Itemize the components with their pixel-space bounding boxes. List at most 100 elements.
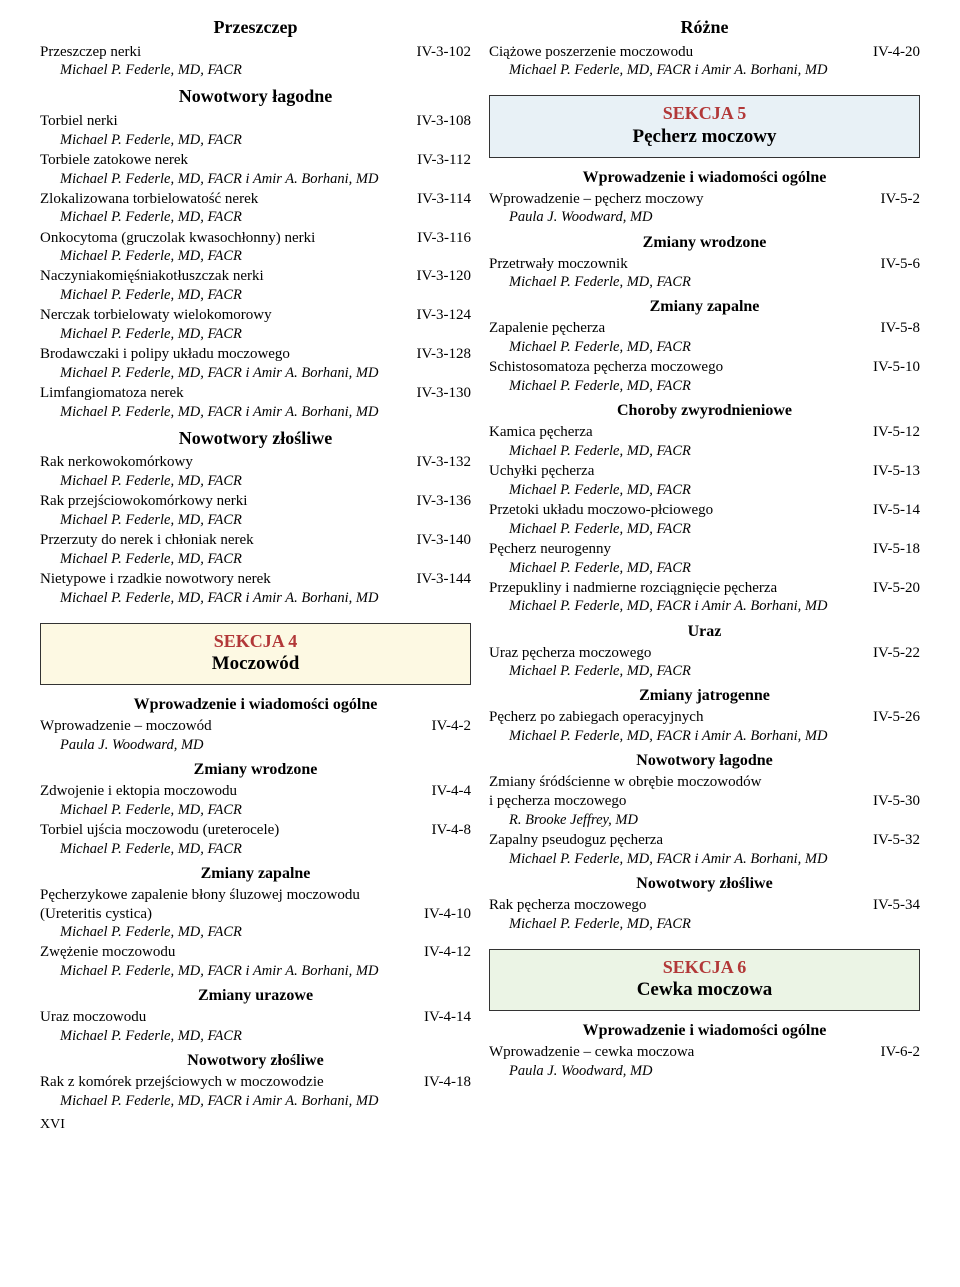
entry-title: Rak pęcherza moczowego [489,896,873,915]
section-heading: Nowotwory łagodne [40,85,471,108]
entry-author: Michael P. Federle, MD, FACR [40,247,471,265]
section-heading: Nowotwory złośliwe [40,427,471,450]
entry-title: Pęcherz po zabiegach operacyjnych [489,708,873,727]
toc-entry: Uraz pęcherza moczowegoIV-5-22Michael P.… [489,644,920,681]
subsection-heading: Uraz [489,622,920,642]
entry-page: IV-5-13 [873,462,920,481]
entry-title: Zdwojenie i ektopia moczowodu [40,782,432,801]
entry-title: Zwężenie moczowodu [40,943,424,962]
toc-entry: Przeszczep nerkiIV-3-102Michael P. Feder… [40,43,471,80]
entry-author: Michael P. Federle, MD, FACR i Amir A. B… [40,170,471,188]
entry-author: Michael P. Federle, MD, FACR [40,286,471,304]
subsection-heading: Zmiany urazowe [40,986,471,1006]
entry-page: IV-5-10 [873,358,920,377]
entry-title: Wprowadzenie – cewka moczowa [489,1043,881,1062]
toc-entry: Nerczak torbielowaty wielokomorowyIV-3-1… [40,306,471,343]
toc-entry: Zwężenie moczowoduIV-4-12Michael P. Fede… [40,943,471,980]
subsection-heading: Nowotwory łagodne [489,751,920,771]
toc-entry: Rak przejściowokomórkowy nerkiIV-3-136Mi… [40,492,471,529]
entry-page: IV-4-18 [424,1073,471,1092]
entry-title: Limfangiomatoza nerek [40,384,417,403]
entry-title: Wprowadzenie – moczowód [40,717,432,736]
entry-author: Michael P. Federle, MD, FACR i Amir A. B… [40,364,471,382]
entry-author: Michael P. Federle, MD, FACR [40,511,471,529]
toc-entry: Rak pęcherza moczowegoIV-5-34Michael P. … [489,896,920,933]
entry-title: Pęcherz neurogenny [489,540,873,559]
entry-page: IV-6-2 [881,1043,920,1062]
entry-title: Uraz pęcherza moczowego [489,644,873,663]
entry-title: Przetoki układu moczowo-płciowego [489,501,873,520]
subsection-heading: Zmiany zapalne [489,297,920,317]
toc-entry: Zapalny pseudoguz pęcherzaIV-5-32Michael… [489,831,920,868]
entry-title: Torbiel nerki [40,112,417,131]
toc-entry: Rak z komórek przejściowych w moczowodzi… [40,1073,471,1110]
entry-page: IV-5-14 [873,501,920,520]
entry-page: IV-3-128 [417,345,471,364]
entry-author: Michael P. Federle, MD, FACR i Amir A. B… [40,962,471,980]
entry-author: Michael P. Federle, MD, FACR [489,915,920,933]
toc-entry: Limfangiomatoza nerekIV-3-130Michael P. … [40,384,471,421]
entry-author: Michael P. Federle, MD, FACR i Amir A. B… [40,589,471,607]
entry-page: IV-3-132 [417,453,471,472]
subsection-heading: Zmiany wrodzone [40,760,471,780]
entry-title: Nietypowe i rzadkie nowotwory nerek [40,570,417,589]
entry-page: IV-3-140 [417,531,471,550]
entry-author: Michael P. Federle, MD, FACR [40,923,471,941]
entry-title: Naczyniakomięśniakotłuszczak nerki [40,267,417,286]
entry-author: Michael P. Federle, MD, FACR [40,550,471,568]
toc-entry: Schistosomatoza pęcherza moczowegoIV-5-1… [489,358,920,395]
entry-page: IV-3-144 [417,570,471,589]
toc-entry: Uraz moczowoduIV-4-14Michael P. Federle,… [40,1008,471,1045]
toc-entry: Zapalenie pęcherzaIV-5-8Michael P. Feder… [489,319,920,356]
entry-author: Michael P. Federle, MD, FACR [489,377,920,395]
entry-title: Uchyłki pęcherza [489,462,873,481]
toc-entry: Przerzuty do nerek i chłoniak nerekIV-3-… [40,531,471,568]
entry-author: Michael P. Federle, MD, FACR i Amir A. B… [40,1092,471,1110]
section-box-label: SEKCJA 6 [500,956,909,979]
subsection-heading: Nowotwory złośliwe [40,1051,471,1071]
subsection-heading: Nowotwory złośliwe [489,874,920,894]
entry-page: IV-5-34 [873,896,920,915]
entry-page: IV-5-12 [873,423,920,442]
right-column: RóżneCiążowe poszerzenie moczowoduIV-4-2… [489,10,920,1112]
section-box-name: Pęcherz moczowy [500,125,909,149]
entry-title: Torbiel ujścia moczowodu (ureterocele) [40,821,432,840]
entry-title: Uraz moczowodu [40,1008,424,1027]
section-heading: Różne [489,16,920,39]
entry-title: Ciążowe poszerzenie moczowodu [489,43,873,62]
entry-author: Michael P. Federle, MD, FACR [489,559,920,577]
entry-page: IV-4-4 [432,782,471,801]
toc-entry: Naczyniakomięśniakotłuszczak nerkiIV-3-1… [40,267,471,304]
entry-title: Torbiele zatokowe nerek [40,151,417,170]
toc-entry: Uchyłki pęcherzaIV-5-13Michael P. Federl… [489,462,920,499]
entry-title: Przepukliny i nadmierne rozciągnięcie pę… [489,579,873,598]
entry-page: IV-5-18 [873,540,920,559]
entry-author: Michael P. Federle, MD, FACR [489,520,920,538]
section-box: SEKCJA 4Moczowód [40,623,471,685]
toc-entry: Wprowadzenie – moczowódIV-4-2Paula J. Wo… [40,717,471,754]
entry-page: IV-5-26 [873,708,920,727]
toc-entry: Zlokalizowana torbielowatość nerekIV-3-1… [40,190,471,227]
entry-page: IV-3-112 [417,151,471,170]
entry-page: IV-5-32 [873,831,920,850]
section-heading: Przeszczep [40,16,471,39]
page-number: XVI [40,1116,920,1134]
entry-title: Zmiany śródścienne w obrębie moczowodów [489,773,920,792]
entry-page: IV-3-116 [417,229,471,248]
entry-page: IV-4-10 [424,905,471,924]
entry-author: Michael P. Federle, MD, FACR i Amir A. B… [489,850,920,868]
entry-title: Schistosomatoza pęcherza moczowego [489,358,873,377]
toc-entry: Zdwojenie i ektopia moczowoduIV-4-4Micha… [40,782,471,819]
entry-author: Michael P. Federle, MD, FACR [489,442,920,460]
entry-page: IV-3-130 [417,384,471,403]
entry-title: Onkocytoma (gruczolak kwasochłonny) nerk… [40,229,417,248]
section-box-label: SEKCJA 4 [51,630,460,653]
entry-title: Zlokalizowana torbielowatość nerek [40,190,417,209]
subsection-heading: Zmiany zapalne [40,864,471,884]
entry-page: IV-3-108 [417,112,471,131]
toc-entry: Pęcherz neurogennyIV-5-18Michael P. Fede… [489,540,920,577]
entry-title: Przerzuty do nerek i chłoniak nerek [40,531,417,550]
subsection-heading: Wprowadzenie i wiadomości ogólne [40,695,471,715]
toc-entry: Torbiel ujścia moczowodu (ureterocele)IV… [40,821,471,858]
entry-page: IV-3-102 [417,43,471,62]
